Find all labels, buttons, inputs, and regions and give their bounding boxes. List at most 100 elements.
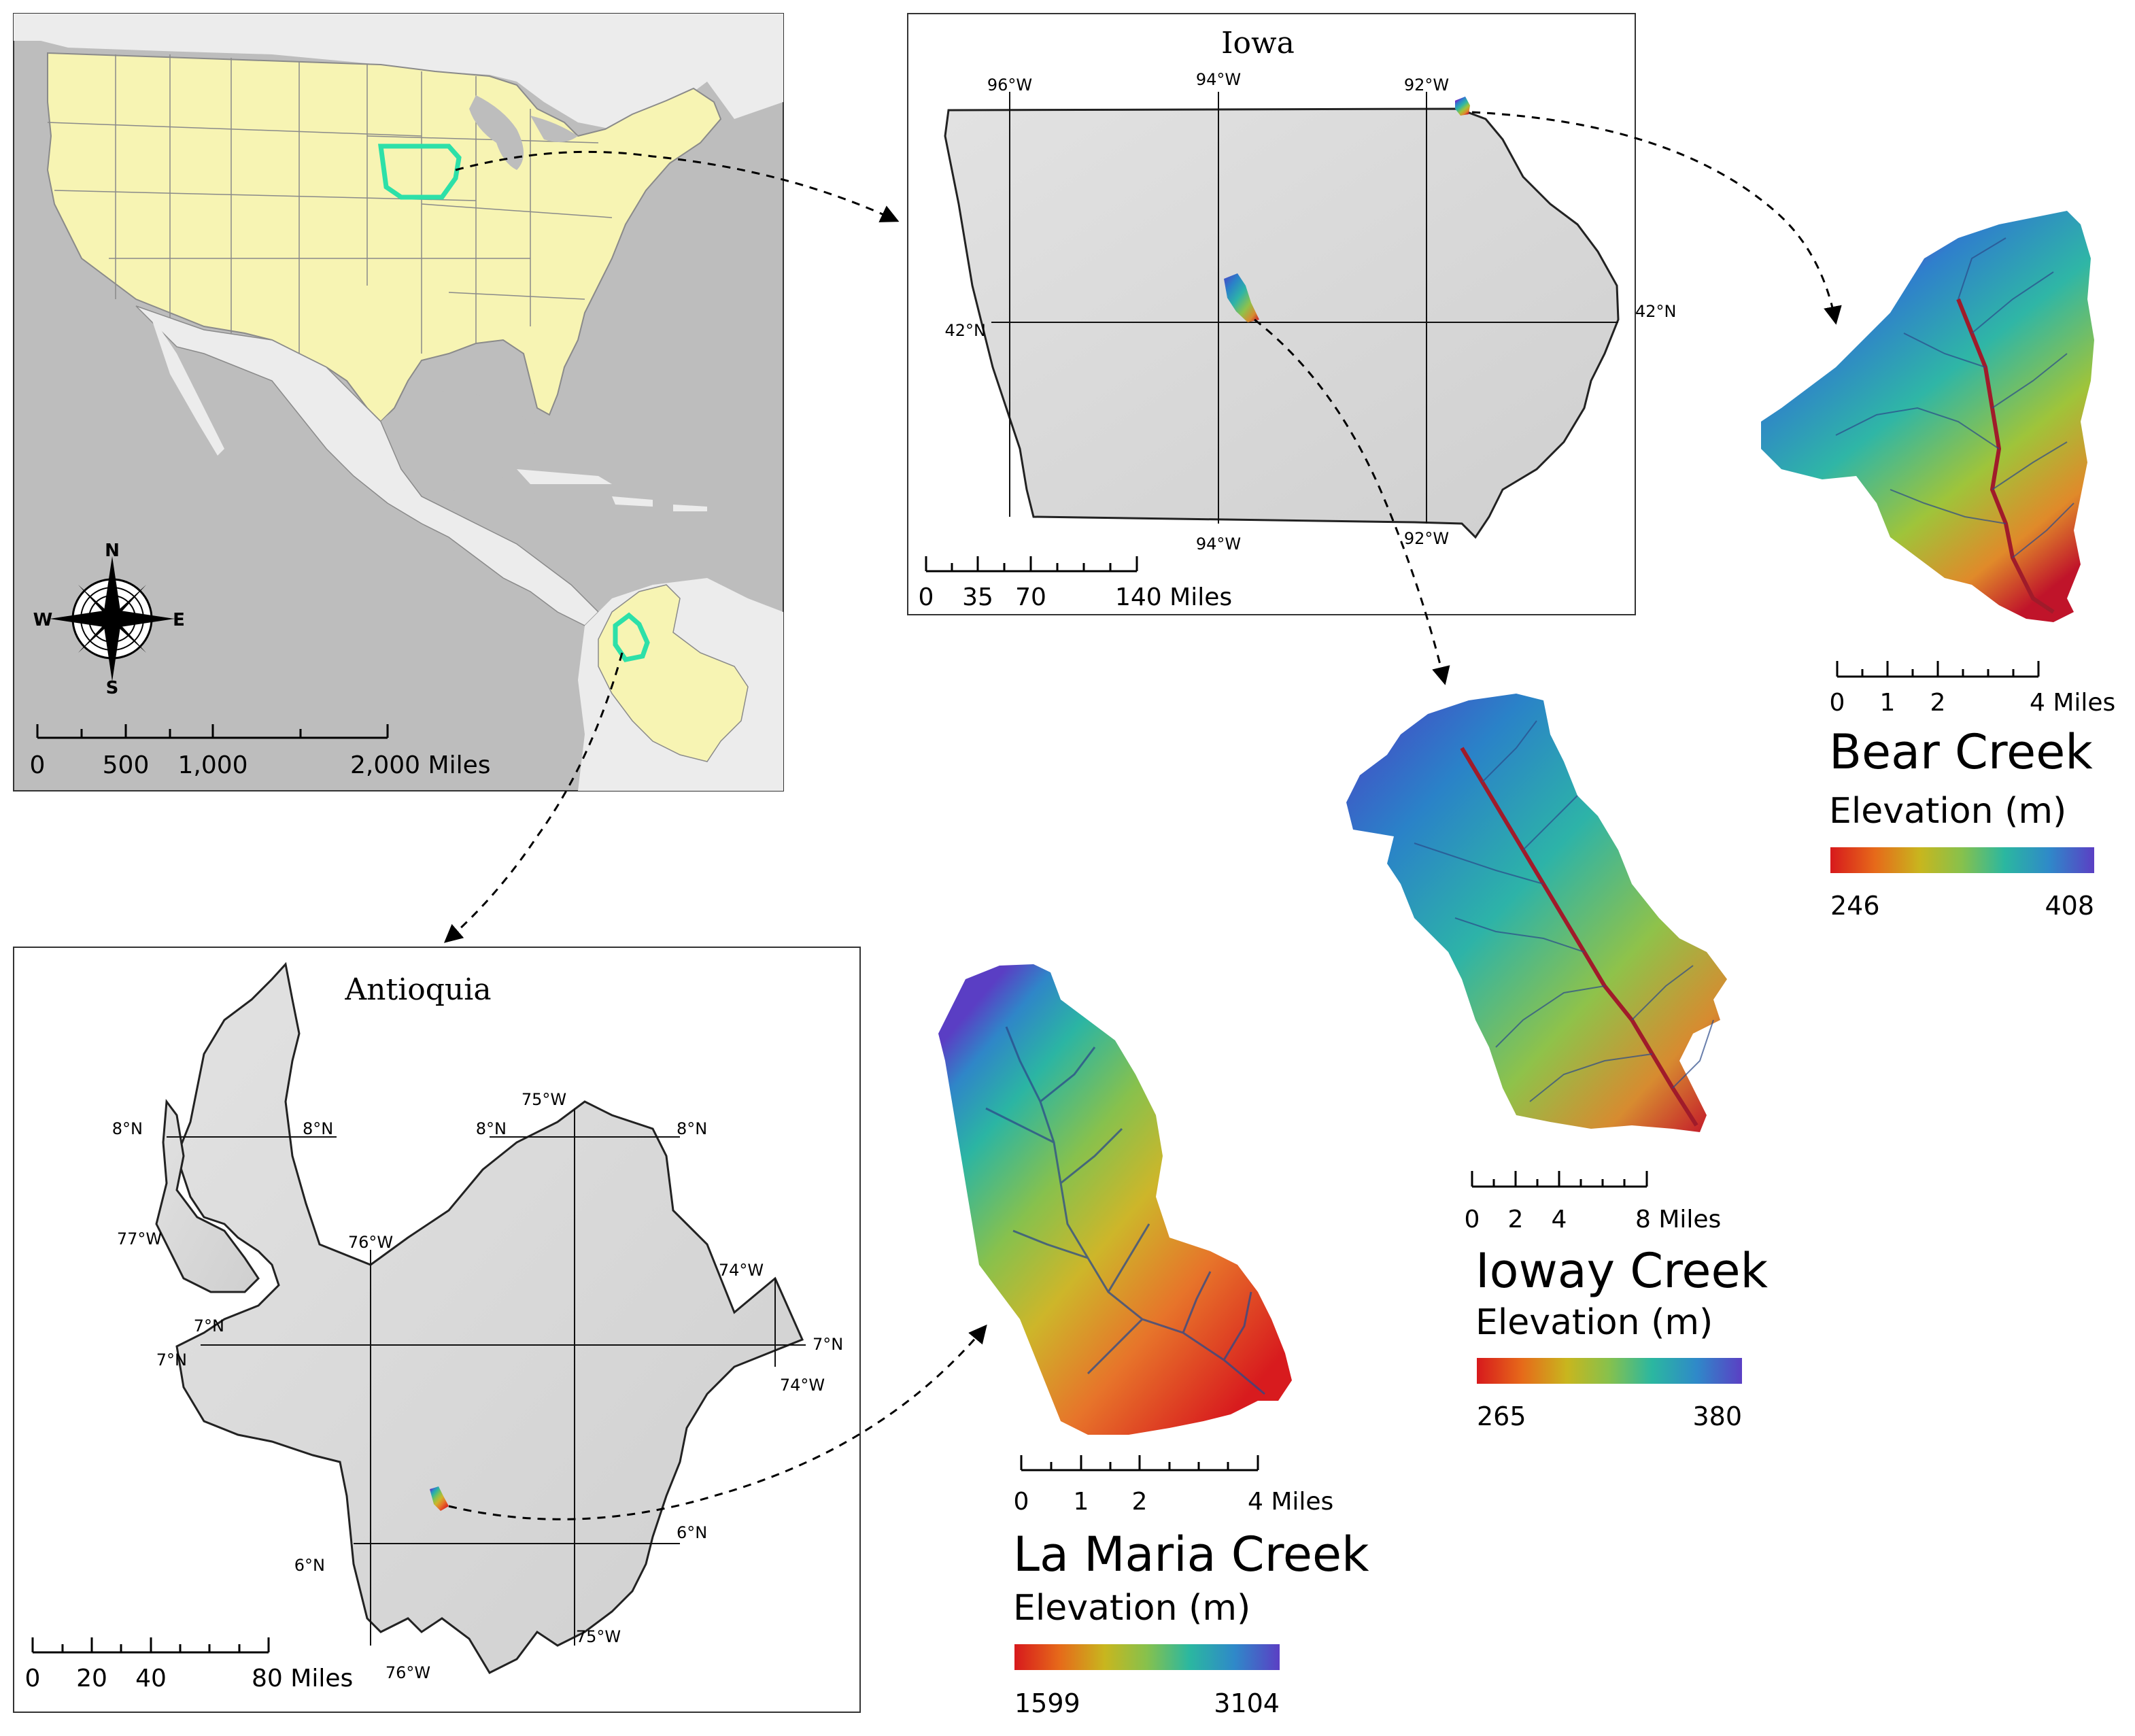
lat-label-7n-left-a: 7°N (194, 1316, 224, 1335)
canada-landmass (14, 14, 783, 129)
la-maria-creek-watershed: 0 1 2 4 Miles La Maria Creek Elevation (… (938, 964, 1369, 1718)
lat-label-7n-left-b: 7°N (156, 1350, 187, 1369)
compass-north-label: N (105, 541, 120, 561)
antioquia-graticule (167, 1108, 806, 1646)
la-maria-creek-elevation (938, 964, 1292, 1435)
mexico-central-america (135, 305, 600, 626)
ioway-scale-label: 2 (1508, 1206, 1524, 1233)
lat-label-42n-left: 42°N (945, 321, 987, 340)
lat-label-6n-right: 6°N (677, 1523, 707, 1542)
compass-south-label: S (106, 678, 119, 698)
iowa-scale-label: 35 (962, 583, 993, 611)
compass-east-label: E (173, 610, 185, 630)
la-maria-scale-bar (1020, 1455, 1259, 1471)
lat-label-8n-mid2: 8°N (476, 1119, 507, 1138)
antioquia-outline (175, 961, 804, 1674)
lon-label-76w-top: 76°W (348, 1233, 393, 1252)
north-arrow-compass (50, 556, 175, 681)
la-maria-legend-title: Elevation (m) (1013, 1588, 1250, 1629)
bear-scale-label: 0 (1830, 689, 1845, 717)
bear-legend-title: Elevation (m) (1829, 791, 2066, 832)
iowa-graticule (991, 92, 1618, 524)
iowa-panel-title: Iowa (1221, 26, 1295, 61)
la-maria-creek-title: La Maria Creek (1013, 1527, 1369, 1582)
antioquia-northwest-coast (155, 1098, 260, 1293)
usa-landmass (46, 52, 722, 423)
baja-california (150, 313, 224, 456)
iowa-map-panel: Iowa 96°W 94°W 92°W 94°W 92°W 42°N 42°N … (907, 13, 1677, 615)
bear-creek-scale-bar (1836, 661, 2040, 678)
lat-label-42n-right: 42°N (1635, 302, 1677, 321)
la-maria-legend-min: 1599 (1014, 1688, 1080, 1718)
ioway-creek-main-channel (1460, 747, 1698, 1127)
bear-creek-title: Bear Creek (1829, 724, 2093, 780)
ioway-legend-max: 380 (1692, 1401, 1742, 1431)
arrow-colombia-to-antioquia (443, 652, 624, 943)
ioway-creek-tributaries (1414, 720, 1714, 1102)
lat-label-8n-right: 8°N (677, 1119, 707, 1138)
lon-label-94w: 94°W (1196, 70, 1241, 89)
iowa-highlight (378, 143, 462, 200)
bear-legend-min: 246 (1830, 891, 1880, 921)
ioway-legend-title: Elevation (m) (1475, 1302, 1713, 1343)
lon-label-96w: 96°W (987, 75, 1032, 95)
compass-west-label: W (33, 610, 53, 630)
ioway-creek-scale-bar (1471, 1171, 1648, 1188)
antioquia-scale-label: 80 Miles (252, 1665, 353, 1692)
la-maria-scale-label: 0 (1014, 1488, 1029, 1516)
bear-scale-label: 1 (1880, 689, 1896, 717)
la-maria-color-ramp (1014, 1644, 1280, 1670)
la-maria-scale-label: 2 (1132, 1488, 1148, 1516)
colombia-landmass (598, 584, 749, 762)
lat-label-8n-mid: 8°N (303, 1119, 333, 1138)
bear-creek-tributaries (1835, 237, 2074, 558)
americas-scale-label: 0 (30, 751, 46, 779)
lon-label-74w-top: 74°W (719, 1261, 764, 1280)
connector-arrows (443, 111, 1842, 1520)
lon-label-75w-top: 75°W (522, 1090, 566, 1109)
iowa-scale-label: 70 (1015, 583, 1046, 611)
bear-color-ramp (1830, 847, 2094, 873)
lat-label-8n-left: 8°N (112, 1119, 143, 1138)
lon-label-74w-bottom: 74°W (780, 1376, 825, 1395)
bear-legend-max: 408 (2045, 891, 2094, 921)
la-maria-scale-label: 4 Miles (1248, 1488, 1333, 1516)
lon-label-92w-bottom: 92°W (1404, 529, 1449, 548)
ioway-scale-label: 8 Miles (1635, 1206, 1721, 1233)
lon-label-77w: 77°W (117, 1229, 162, 1248)
caribbean-islands (517, 469, 707, 511)
americas-map-panel: N S E W 0 500 1,000 2,000 Miles (13, 13, 784, 792)
americas-scale-bar (36, 724, 389, 739)
la-maria-creek-streams (985, 1026, 1265, 1395)
la-maria-scale-label: 1 (1074, 1488, 1089, 1516)
iowa-scale-label: 140 Miles (1115, 583, 1232, 611)
bear-scale-label: 4 Miles (2030, 689, 2115, 717)
americas-scale-label: 1,000 (177, 751, 247, 779)
antioquia-scale-bar (31, 1637, 270, 1654)
americas-scale-label: 500 (103, 751, 150, 779)
bear-scale-label: 2 (1930, 689, 1946, 717)
ioway-color-ramp (1477, 1358, 1742, 1384)
iowa-scale-bar (925, 556, 1138, 573)
la-maria-creek-mini (430, 1486, 449, 1511)
bear-creek-watershed: 0 1 2 4 Miles Bear Creek Elevation (m) 2… (1761, 211, 2115, 921)
ioway-creek-elevation (1346, 694, 1727, 1132)
la-maria-legend-max: 3104 (1214, 1688, 1280, 1718)
ioway-creek-watershed: 0 2 4 8 Miles Ioway Creek Elevation (m) … (1346, 694, 1769, 1431)
lon-label-92w: 92°W (1404, 75, 1449, 95)
antioquia-scale-label: 0 (25, 1665, 41, 1692)
lon-label-76w-bottom: 76°W (386, 1663, 430, 1682)
great-lakes (469, 95, 578, 170)
bear-creek-mini (1455, 97, 1470, 116)
antioquia-highlight (613, 612, 650, 662)
antioquia-map-panel: Antioquia 8°N 8°N 8°N 8°N 7°N 7°N 7°N 6°… (13, 947, 861, 1713)
iowa-scale-label: 0 (919, 583, 934, 611)
ioway-legend-min: 265 (1477, 1401, 1526, 1431)
antioquia-panel-title: Antioquia (344, 972, 491, 1007)
gulf-of-mexico (381, 391, 537, 491)
lat-label-6n-left: 6°N (294, 1556, 325, 1575)
antioquia-scale-label: 40 (135, 1665, 167, 1692)
ioway-scale-label: 4 (1552, 1206, 1567, 1233)
ioway-creek-mini (1224, 273, 1259, 322)
